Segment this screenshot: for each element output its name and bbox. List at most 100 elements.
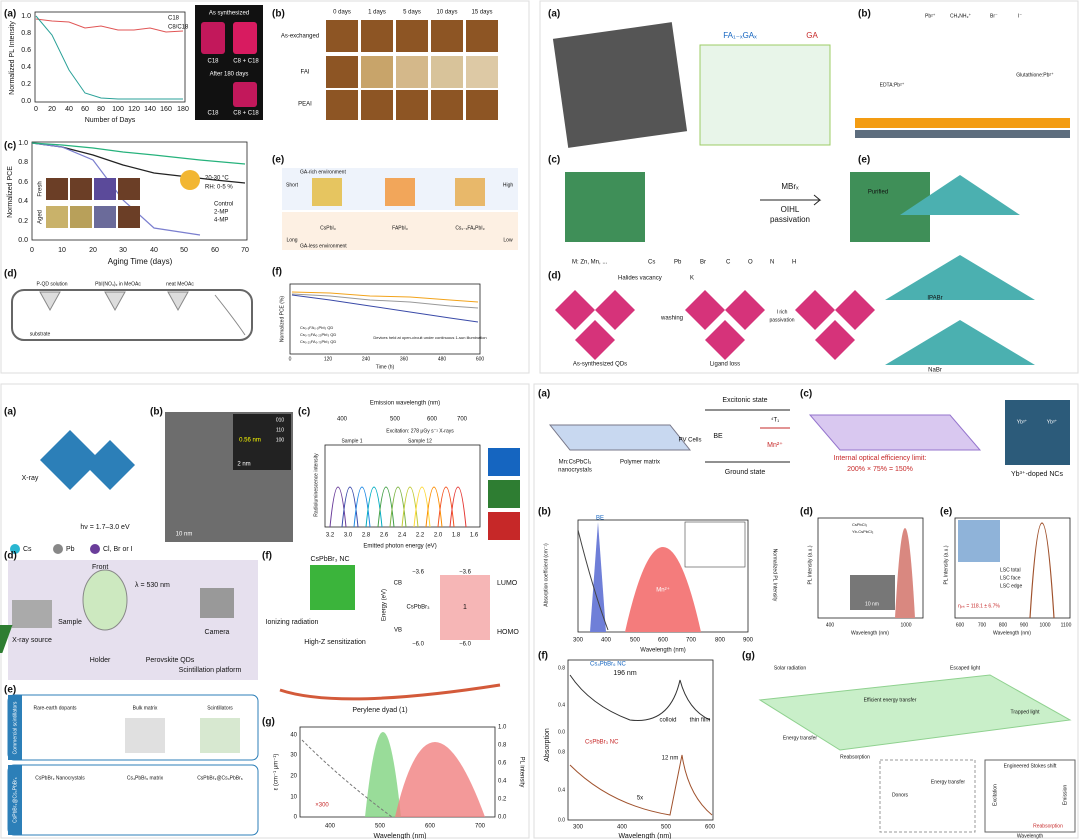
inset xyxy=(684,521,746,568)
panel-text: −3.6 xyxy=(459,570,472,576)
panel-text: Yb-CsPbCl₃ xyxy=(852,529,874,534)
nc xyxy=(312,178,342,206)
panel-text: 900 xyxy=(1020,622,1029,628)
panel-text: Wavelength (nm) xyxy=(993,630,1031,636)
panel-text: Normalized PCE xyxy=(7,166,14,218)
panel-text: FAI xyxy=(300,70,309,76)
panel-text: 240 xyxy=(362,356,371,362)
panel-text: Front xyxy=(92,564,108,571)
panel-text: −6.0 xyxy=(459,642,472,648)
curve xyxy=(291,293,479,309)
panel-text: 800 xyxy=(715,638,726,644)
panel-text: passivation xyxy=(769,317,794,323)
panel-text: 1 days xyxy=(368,10,386,16)
panel-text: Number of Days xyxy=(85,117,136,124)
panel-text: As synthesized xyxy=(209,11,249,17)
panel-text: LSC total xyxy=(1000,567,1021,573)
panel-text: 1100 xyxy=(1061,622,1072,628)
panel-text: 100 xyxy=(112,106,124,113)
curve xyxy=(35,15,183,100)
panel-text: PL Intensity (a.u.) xyxy=(943,545,949,584)
panel-text: OIHL xyxy=(781,205,800,214)
panel-text: 400 xyxy=(601,638,612,644)
plot-frame xyxy=(31,141,248,241)
panel-text: hν = 1.7–3.0 eV xyxy=(80,524,130,531)
panel-text: Sample xyxy=(58,619,82,626)
panel-text: −3.6 xyxy=(412,570,425,576)
panel-text: Wavelength xyxy=(1017,833,1043,839)
panel-text: 300 xyxy=(573,638,584,644)
panel-text: Absorption xyxy=(544,728,551,762)
curve xyxy=(301,739,393,818)
panel-text: 0.4 xyxy=(558,702,565,708)
quadrant xyxy=(533,383,1079,839)
panel-text: Pb²⁺ xyxy=(925,13,936,19)
panel-text: 360 xyxy=(400,356,409,362)
sample-photo xyxy=(488,448,520,476)
panel-text: 0.0 xyxy=(18,237,28,244)
device-photos xyxy=(46,178,140,228)
panel-text: washing xyxy=(660,316,683,322)
panel-text: Cs₀.₂₅FA₀.₇₅PbI₃ QD xyxy=(300,339,336,344)
panel-text: 0.4 xyxy=(18,198,28,205)
panel-text: 40 xyxy=(290,733,297,739)
panel-text: 0.8 xyxy=(558,665,565,671)
panel-label: (b) xyxy=(538,507,551,518)
panel-label: (d) xyxy=(4,551,17,562)
peak xyxy=(590,522,606,632)
xray-source xyxy=(12,600,52,628)
panel-text: 196 nm xyxy=(613,670,637,677)
panel-text: ×300 xyxy=(315,803,329,809)
panel-text: 200% × 75% = 150% xyxy=(847,466,913,473)
peak xyxy=(1029,522,1055,619)
nc-cube xyxy=(310,565,355,610)
cube xyxy=(565,172,645,242)
panel-text: 100 xyxy=(276,437,285,443)
panel-text: High xyxy=(503,182,514,188)
panel-label: (d) xyxy=(548,271,561,282)
panel-text: 0.56 nm xyxy=(239,438,261,444)
panel-text: CsPbI₃ xyxy=(320,225,336,231)
curve xyxy=(35,18,184,33)
panel-text: X-ray xyxy=(22,475,39,482)
panel-text: Cs xyxy=(23,546,32,553)
panel-text: 120 xyxy=(324,356,333,362)
sample-photo xyxy=(488,480,520,508)
panel-text: Reabsorption xyxy=(1033,823,1063,829)
panel-label: (e) xyxy=(272,155,284,166)
panel-text: 1000 xyxy=(1039,622,1050,628)
panel-text: 0 xyxy=(34,106,38,113)
panel-text: FA₁₋ₓGAₓ xyxy=(723,31,757,40)
panel-text: H xyxy=(792,260,796,266)
panel-text: 70 xyxy=(241,247,249,254)
panel-label: (a) xyxy=(538,389,550,400)
panel-text: 500 xyxy=(630,638,641,644)
panel-text: Yb³⁺-doped NCs xyxy=(1011,470,1063,478)
panel-text: ηᵢₙₜ = 118.1 ± 6.7% xyxy=(958,603,1000,609)
panel-text: 1000 xyxy=(900,622,911,628)
panel-text: C18 xyxy=(207,111,219,117)
panel-text: 1.6 xyxy=(470,533,479,539)
panel-text: Excitonic state xyxy=(722,397,767,404)
panel-text: N xyxy=(770,260,774,266)
panel-text: Ligand loss xyxy=(710,362,740,368)
panel-text: 0 xyxy=(289,356,292,362)
panel-text: GA xyxy=(806,31,818,40)
panel-label: (e) xyxy=(940,507,952,518)
panel-text: As-exchanged xyxy=(281,34,319,40)
panel-label: (c) xyxy=(298,407,310,418)
panel-text: 400 xyxy=(826,622,835,628)
panel-text: 2 nm xyxy=(237,462,250,468)
panel-text: Emission xyxy=(1062,785,1068,806)
panel-text: As-synthesized QDs xyxy=(573,362,627,368)
panel-text: ⁴T₁ xyxy=(771,417,779,424)
panel-text: Normalized PL Intensity xyxy=(772,549,778,602)
panel-text: 0.4 xyxy=(558,787,565,793)
panel-text: Absorption coefficient (cm⁻¹) xyxy=(543,543,549,607)
plot-frame xyxy=(954,517,1071,619)
panel-label: (e) xyxy=(858,155,870,166)
panel-text: 2.0 xyxy=(434,533,443,539)
band-box xyxy=(440,575,490,640)
panel-text: Sample 12 xyxy=(408,438,432,444)
panel-text: High-Z sensitization xyxy=(304,639,366,646)
